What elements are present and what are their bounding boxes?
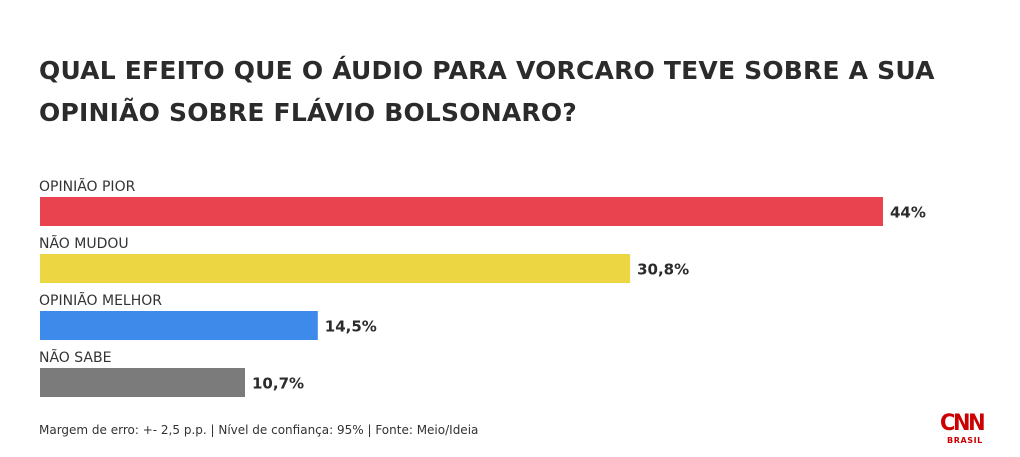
cnn-brasil-logo: CNN BRASIL [940, 413, 988, 449]
bar [40, 311, 318, 340]
logo-subtitle: BRASIL [947, 436, 983, 445]
bar [40, 368, 245, 397]
bar [40, 254, 631, 283]
category-label: NÃO SABE [39, 349, 111, 366]
category-label: OPINIÃO MELHOR [39, 292, 162, 309]
source-note: Margem de erro: +- 2,5 p.p. | Nível de c… [39, 423, 479, 437]
data-label: 10,7% [252, 375, 304, 393]
logo-wordmark: CNN [940, 411, 986, 436]
category-label: OPINIÃO PIOR [39, 178, 136, 195]
chart-title: QUAL EFEITO QUE O ÁUDIO PARA VORCARO TEV… [39, 56, 935, 127]
category-label: NÃO MUDOU [39, 235, 129, 252]
data-label: 14,5% [325, 318, 377, 336]
data-label: 30,8% [637, 261, 689, 279]
data-label: 44% [890, 204, 926, 222]
bar [40, 197, 883, 226]
